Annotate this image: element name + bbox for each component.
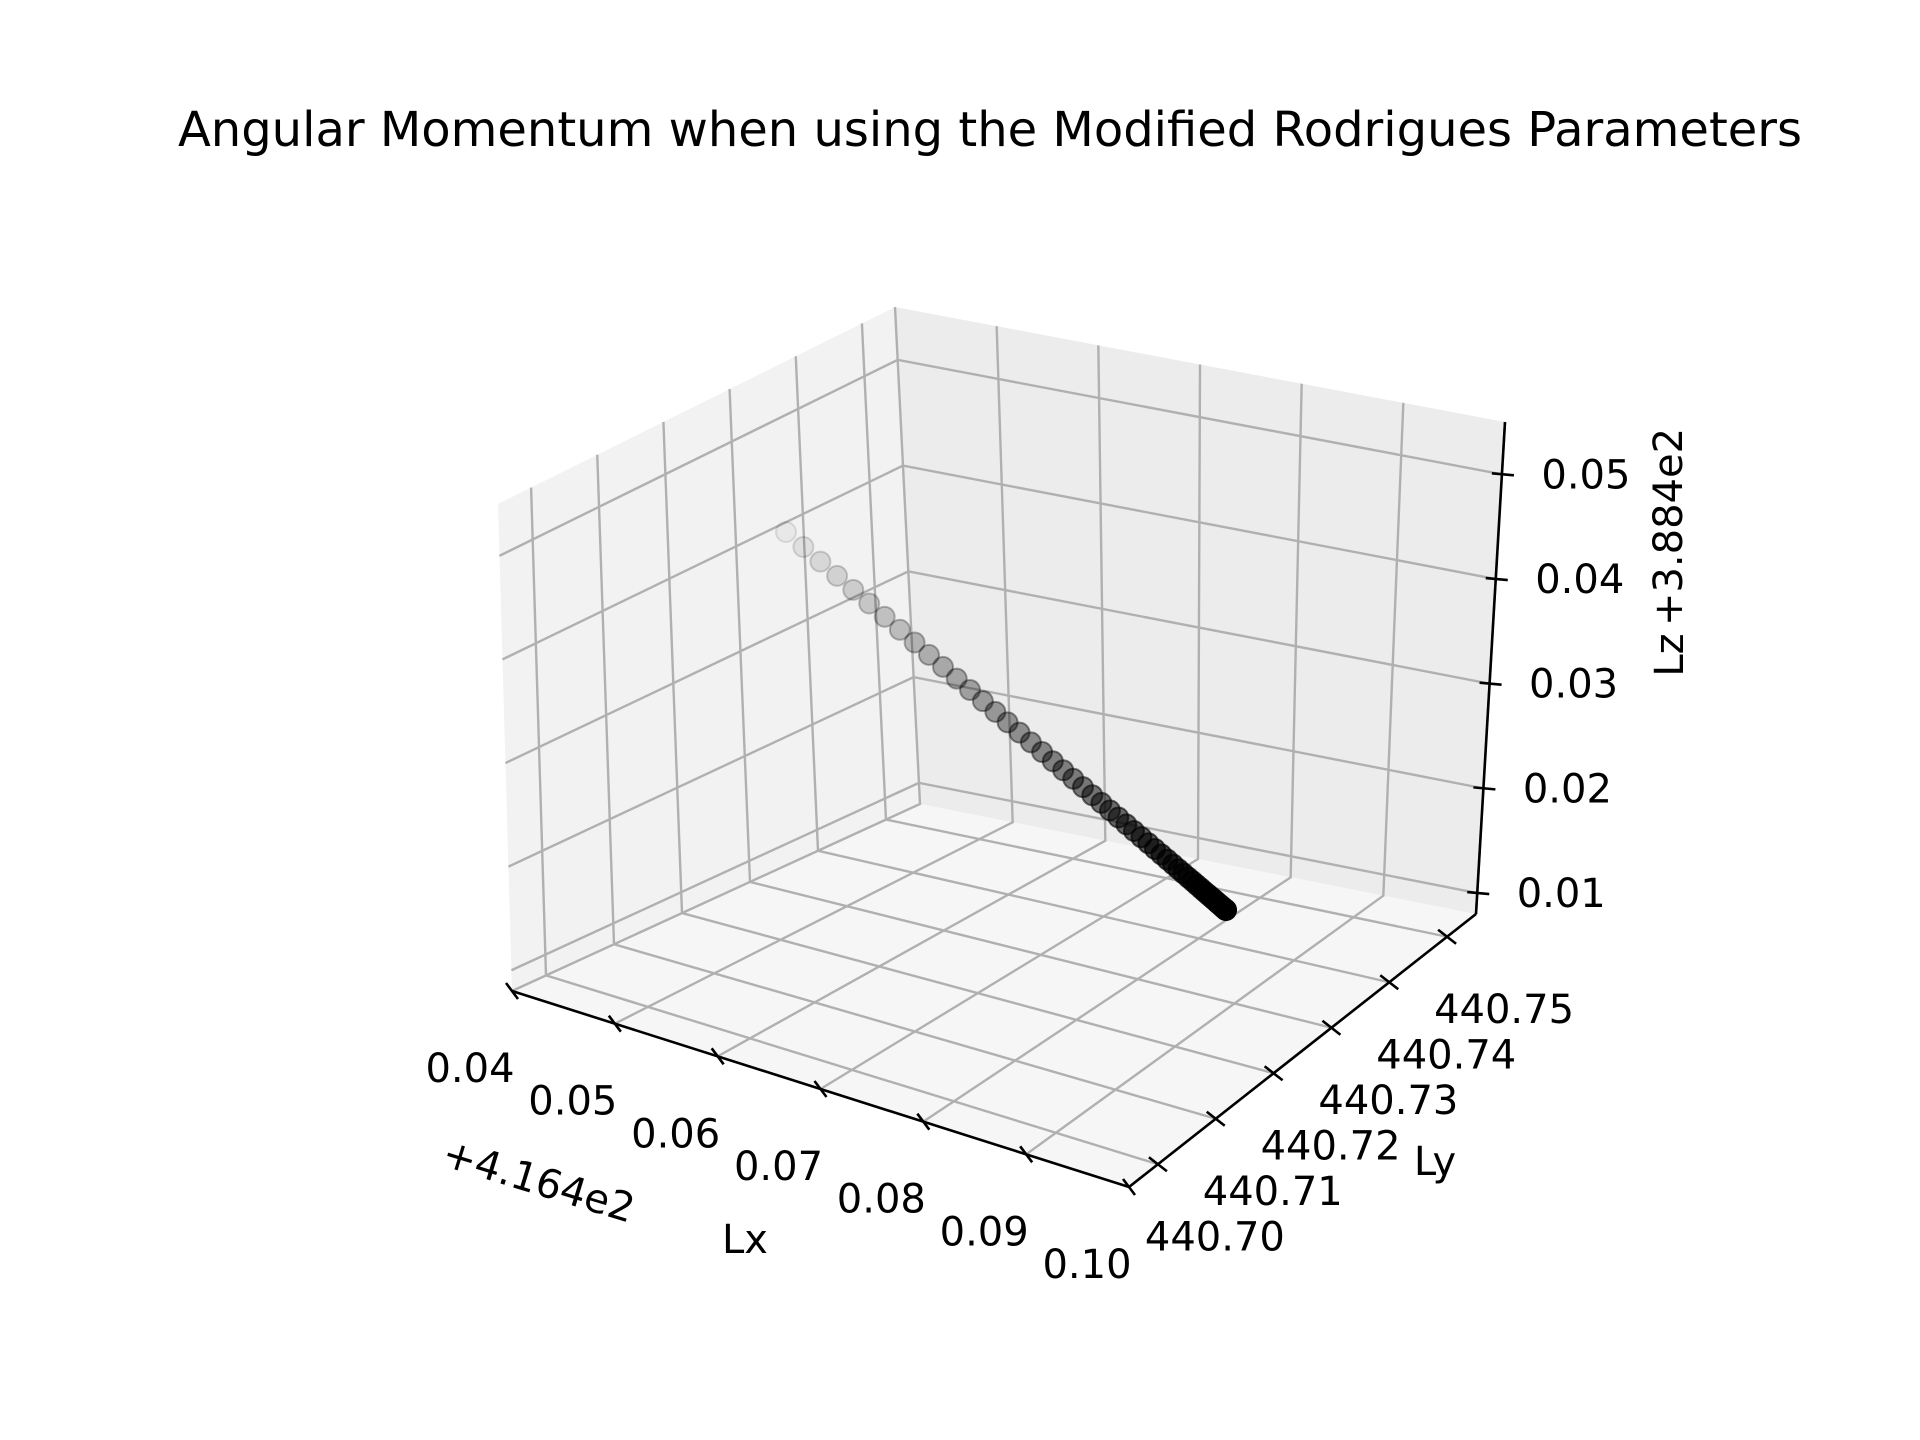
data-point (918, 643, 940, 666)
data-point (1031, 741, 1054, 763)
axis-ticks (504, 472, 1515, 1196)
z-tick-labels: 0.01 0.02 0.03 0.04 0.05 (1517, 452, 1631, 917)
data-point (1019, 731, 1042, 754)
y-tick (1379, 974, 1400, 991)
y-gridline (662, 421, 1274, 1075)
z-tick-label: 0.01 (1517, 871, 1606, 917)
y-tick (1205, 1110, 1226, 1127)
y-tick (1321, 1019, 1342, 1036)
y-gridline (728, 389, 1332, 1029)
y-gridline (794, 356, 1390, 984)
data-point (888, 618, 911, 641)
x-tick (1121, 1178, 1137, 1196)
y-tick (1148, 1156, 1168, 1173)
y-tick-label: 440.72 (1261, 1123, 1401, 1169)
left-pane (498, 307, 920, 991)
y-tick-label: 440.74 (1376, 1032, 1516, 1078)
z-tick-label: 0.04 (1535, 557, 1624, 603)
z-gridline (504, 570, 1490, 765)
x-tick (710, 1047, 725, 1066)
x-gridline (819, 364, 1202, 1091)
x-axis-label: Lx (722, 1217, 768, 1263)
data-point (809, 550, 832, 573)
data-point (1008, 721, 1031, 744)
chart-title: Angular Momentum when using the Modified… (178, 102, 1802, 158)
data-point (873, 605, 896, 628)
x-tick-label: 0.10 (1042, 1242, 1131, 1288)
scatter-points (775, 521, 1237, 921)
y-tick (1437, 928, 1457, 945)
data-point (826, 564, 849, 587)
z-tick (1467, 890, 1490, 896)
z-axis-label: Lz (1647, 633, 1693, 676)
y-gridline (860, 323, 1448, 938)
y-tick-label: 440.71 (1203, 1169, 1343, 1215)
x-offset-label: +4.164e2 (437, 1131, 640, 1233)
data-point (775, 521, 797, 543)
y-tick (1263, 1065, 1284, 1082)
z-gridline (507, 675, 1484, 868)
z-tick (1479, 681, 1502, 686)
data-point (971, 690, 994, 713)
z-gridline (501, 464, 1496, 661)
data-point (932, 655, 954, 678)
y-gridline (529, 487, 1159, 1166)
x-tick (607, 1014, 622, 1033)
x-gridline (922, 383, 1303, 1123)
y-tick-label: 440.73 (1318, 1078, 1458, 1124)
data-point (792, 536, 815, 558)
y-tick-label: 440.70 (1145, 1214, 1285, 1260)
x-tick (1019, 1145, 1034, 1164)
data-point (903, 631, 926, 654)
data-point (842, 578, 865, 601)
z-offset-label: +3.884e2 (1646, 428, 1692, 626)
x-tick-label: 0.07 (734, 1144, 823, 1190)
x-gridline (1025, 402, 1405, 1156)
z-tick (1473, 786, 1496, 791)
data-point (984, 700, 1007, 723)
z-axis-line (1474, 421, 1507, 915)
x-tick-label: 0.05 (528, 1079, 617, 1125)
y-gridline (596, 454, 1217, 1120)
data-point (858, 592, 881, 615)
data-point (996, 711, 1019, 734)
y-tick-label: 440.75 (1434, 987, 1574, 1033)
x-tick-label: 0.09 (940, 1209, 1029, 1255)
x-tick (813, 1080, 828, 1098)
x-tick-label: 0.04 (425, 1046, 514, 1092)
x-tick-labels: 0.04 0.05 0.06 0.07 0.08 0.09 0.10 (425, 1046, 1131, 1288)
z-gridline (510, 781, 1478, 972)
y-axis-label: Ly (1414, 1139, 1456, 1185)
data-point (959, 679, 981, 701)
data-point (1215, 899, 1237, 921)
z-tick-label: 0.02 (1523, 766, 1612, 812)
floor-pane (512, 804, 1476, 1187)
x-gridline (717, 345, 1107, 1058)
z-gridline (498, 358, 1503, 557)
x-tick (916, 1112, 931, 1131)
x-tick-label: 0.08 (837, 1177, 926, 1223)
y-axis-line (1128, 912, 1477, 1189)
data-point (945, 667, 968, 690)
z-tick-label: 0.03 (1529, 662, 1618, 708)
x-gridline (614, 326, 1014, 1025)
z-tick (1491, 472, 1515, 477)
z-tick (1485, 576, 1508, 582)
z-tick-label: 0.05 (1541, 452, 1630, 498)
x-tick-label: 0.06 (631, 1111, 720, 1157)
x-gridline (511, 306, 922, 993)
x-tick (504, 982, 520, 1000)
